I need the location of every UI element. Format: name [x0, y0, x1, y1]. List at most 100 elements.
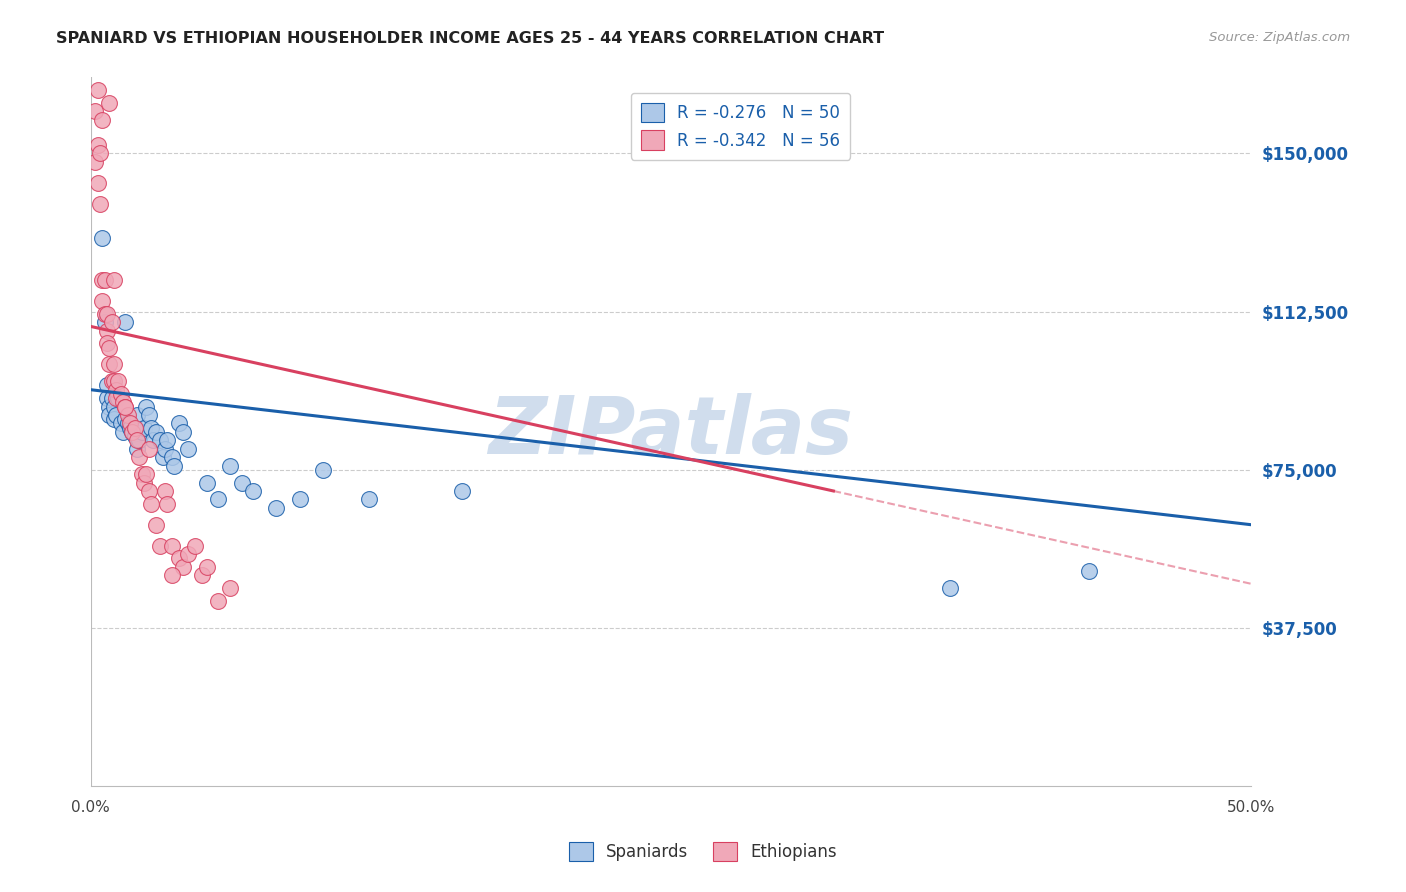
Legend: R = -0.276   N = 50, R = -0.342   N = 56: R = -0.276 N = 50, R = -0.342 N = 56 [631, 93, 851, 160]
Point [172, 560, 194, 574]
Point [86, 176, 108, 190]
Point [312, 463, 335, 477]
Point [135, 467, 157, 482]
Point [117, 417, 139, 431]
Point [91, 112, 114, 127]
Point [84, 154, 107, 169]
Point [160, 450, 183, 465]
Point [91, 231, 114, 245]
Point [98, 408, 121, 422]
Point [105, 391, 128, 405]
Point [121, 425, 143, 439]
Point [96, 324, 118, 338]
Point [114, 400, 136, 414]
Point [219, 458, 242, 473]
Point [242, 483, 264, 498]
Point [96, 336, 118, 351]
Point [131, 467, 153, 482]
Point [98, 400, 121, 414]
Point [103, 412, 125, 426]
Point [145, 425, 167, 439]
Point [103, 358, 125, 372]
Point [128, 450, 150, 465]
Point [93, 315, 115, 329]
Point [114, 412, 136, 426]
Point [96, 378, 118, 392]
Point [100, 315, 122, 329]
Point [112, 395, 135, 409]
Point [219, 581, 242, 595]
Point [207, 492, 229, 507]
Point [191, 568, 214, 582]
Point [91, 273, 114, 287]
Point [121, 425, 143, 439]
Point [110, 417, 132, 431]
Point [149, 434, 172, 448]
Point [153, 483, 176, 498]
Point [145, 517, 167, 532]
Point [120, 420, 142, 434]
Point [149, 539, 172, 553]
Point [160, 539, 183, 553]
Point [86, 83, 108, 97]
Point [124, 420, 146, 434]
Point [160, 568, 183, 582]
Point [93, 307, 115, 321]
Text: ZIPatlas: ZIPatlas [488, 392, 853, 471]
Point [195, 475, 218, 490]
Point [103, 400, 125, 414]
Point [125, 408, 148, 422]
Point [938, 581, 960, 595]
Point [135, 400, 157, 414]
Point [120, 417, 142, 431]
Point [132, 420, 155, 434]
Point [124, 429, 146, 443]
Point [138, 483, 160, 498]
Point [91, 294, 114, 309]
Point [105, 383, 128, 397]
Point [103, 273, 125, 287]
Point [139, 420, 162, 434]
Point [96, 307, 118, 321]
Point [132, 475, 155, 490]
Point [167, 551, 190, 566]
Point [114, 315, 136, 329]
Point [112, 425, 135, 439]
Point [152, 450, 174, 465]
Point [100, 374, 122, 388]
Point [89, 146, 111, 161]
Point [114, 400, 136, 414]
Point [177, 547, 200, 561]
Point [131, 425, 153, 439]
Point [266, 500, 288, 515]
Point [98, 341, 121, 355]
Point [172, 425, 194, 439]
Point [142, 434, 165, 448]
Point [184, 539, 207, 553]
Point [98, 358, 121, 372]
Point [125, 434, 148, 448]
Point [93, 273, 115, 287]
Point [110, 387, 132, 401]
Point [84, 104, 107, 119]
Point [107, 391, 129, 405]
Point [156, 497, 179, 511]
Point [138, 442, 160, 456]
Point [288, 492, 311, 507]
Point [125, 442, 148, 456]
Point [177, 442, 200, 456]
Point [167, 417, 190, 431]
Text: SPANIARD VS ETHIOPIAN HOUSEHOLDER INCOME AGES 25 - 44 YEARS CORRELATION CHART: SPANIARD VS ETHIOPIAN HOUSEHOLDER INCOME… [56, 31, 884, 46]
Point [139, 497, 162, 511]
Point [156, 434, 179, 448]
Text: Source: ZipAtlas.com: Source: ZipAtlas.com [1209, 31, 1350, 45]
Point [117, 408, 139, 422]
Point [138, 408, 160, 422]
Point [231, 475, 253, 490]
Point [89, 197, 111, 211]
Legend: Spaniards, Ethiopians: Spaniards, Ethiopians [562, 835, 844, 868]
Point [163, 458, 186, 473]
Point [98, 95, 121, 110]
Point [207, 593, 229, 607]
Point [105, 408, 128, 422]
